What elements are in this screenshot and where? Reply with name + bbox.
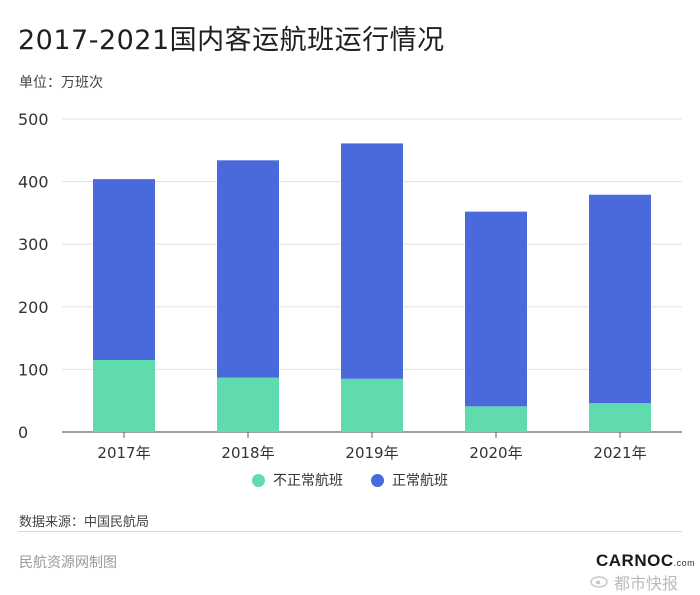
x-tick-label: 2018年 — [221, 444, 274, 460]
weibo-icon — [590, 576, 608, 588]
logo-suffix: .com — [673, 558, 696, 568]
legend-item-normal: 正常航班 — [371, 470, 448, 490]
legend-item-abnormal: 不正常航班 — [252, 470, 343, 490]
x-tick-label: 2019年 — [345, 444, 398, 460]
bar-abnormal — [465, 406, 527, 432]
logo-text: CARNOC — [596, 551, 674, 570]
legend-swatch-normal — [371, 473, 384, 487]
stacked-bar-chart: 0 100 200 300 400 500 2017年 2018年 2019年 2020年 2021… — [18, 110, 682, 460]
x-tick-label: 2020年 — [469, 444, 522, 460]
y-tick-label: 100 — [18, 360, 49, 379]
bar-normal — [341, 143, 403, 379]
y-tick-label: 300 — [18, 235, 49, 254]
x-tick-label: 2021年 — [593, 444, 646, 460]
bar-normal — [589, 194, 651, 404]
bar-abnormal — [217, 377, 279, 432]
chart-credit: 民航资源网制图 — [19, 555, 117, 571]
legend-swatch-abnormal — [252, 473, 265, 487]
y-tick-label: 500 — [18, 110, 49, 129]
watermark: 都市快报 — [614, 574, 679, 593]
bar-abnormal — [589, 403, 651, 432]
carnoc-logo: CARNOC.com — [596, 551, 695, 571]
bar-normal — [465, 211, 527, 407]
divider — [18, 531, 682, 532]
data-source: 数据来源：中国民航局 — [19, 515, 150, 530]
bar-abnormal — [341, 378, 403, 432]
legend-label-abnormal: 不正常航班 — [273, 473, 343, 489]
unit-label: 单位：万班次 — [19, 75, 103, 91]
bar-normal — [217, 160, 279, 378]
chart-title: 2017-2021国内客运航班运行情况 — [18, 25, 445, 56]
y-tick-label: 0 — [18, 423, 28, 442]
bar-abnormal — [93, 360, 155, 432]
y-tick-label: 200 — [18, 298, 49, 317]
x-tick-label: 2017年 — [97, 444, 150, 460]
y-tick-label: 400 — [18, 173, 49, 192]
legend: 不正常航班 正常航班 — [0, 470, 700, 490]
legend-label-normal: 正常航班 — [392, 473, 448, 489]
bar-normal — [93, 179, 155, 361]
